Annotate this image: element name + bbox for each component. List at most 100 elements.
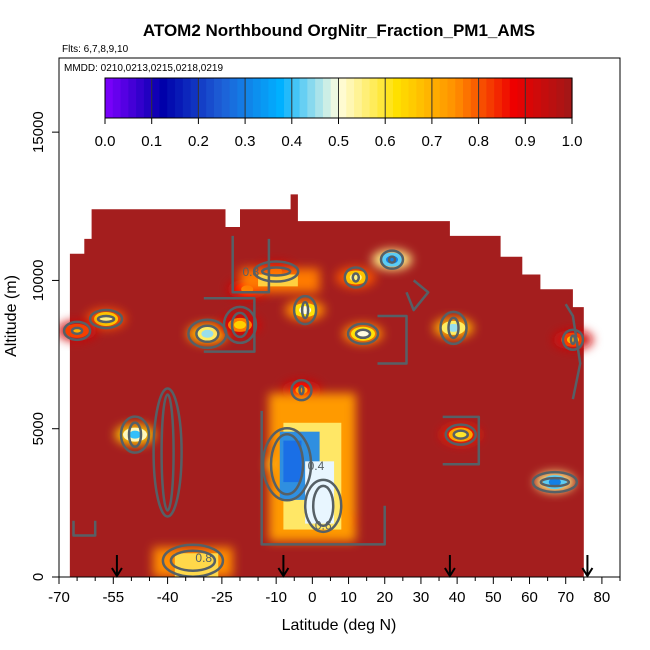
colorbar-segment — [276, 78, 285, 118]
contour-line — [260, 410, 386, 546]
colorbar-segment — [548, 78, 558, 118]
contour-line — [569, 334, 577, 345]
colorbar-segment — [470, 78, 480, 118]
colorbar-segment — [175, 78, 184, 118]
colorbar-segment — [400, 78, 410, 118]
dates-label: MMDD: 0210,0213,0215,0218,0219 — [64, 63, 223, 74]
colorbar-segment — [564, 78, 573, 118]
y-tick-label: 10000 — [30, 260, 47, 302]
colorbar-segment — [136, 78, 145, 118]
colorbar-segment — [198, 78, 207, 118]
y-tick-label: 5000 — [30, 412, 47, 445]
feature-patch — [219, 314, 260, 335]
profile-arrow — [111, 555, 123, 578]
contour-line — [269, 433, 305, 496]
colorbar-segment — [540, 78, 550, 118]
contour-line — [303, 478, 343, 534]
contour-line — [564, 303, 582, 400]
y-tick-label: 15000 — [30, 111, 47, 153]
colorbar-tick-label: 1.0 — [562, 133, 583, 150]
colorbar-segment — [268, 78, 277, 118]
contour-line — [88, 308, 124, 330]
profile-markers — [111, 555, 594, 578]
contour-layer: 0.8 0.6 0.4 0.8 — [62, 235, 585, 577]
profile-arrow — [581, 555, 594, 578]
contour-line — [354, 328, 372, 340]
contour-line — [62, 320, 92, 342]
y-axis-label: Altitude (m) — [3, 275, 20, 357]
colorbar-segment — [439, 78, 449, 118]
contour-line — [387, 255, 397, 264]
colorbar-segment — [455, 78, 464, 118]
colorbar-segment — [486, 78, 495, 118]
contour-line — [442, 415, 481, 466]
data-field — [69, 194, 584, 577]
contour-label: 0.8 — [195, 551, 212, 565]
x-tick-label: 10 — [340, 589, 357, 606]
colorbar-segment — [182, 78, 192, 118]
colorbar-segment — [260, 78, 270, 118]
x-tick-label: 60 — [521, 589, 538, 606]
contour-line — [195, 324, 220, 344]
x-tick-label: 30 — [413, 589, 430, 606]
colorbar-segment — [369, 78, 379, 118]
axes: -70 -55 -40 -25 -10 0 10 20 30 40 50 60 70 80 0 5000 100… — [30, 111, 621, 606]
colorbar-segment — [533, 78, 542, 118]
colorbar-segment — [112, 78, 122, 118]
colorbar-segment — [151, 78, 161, 118]
contour-line — [152, 387, 183, 518]
feature-patch — [371, 249, 412, 270]
x-tick-label: 80 — [594, 589, 611, 606]
contour-line — [447, 316, 460, 340]
colorbar-segment — [424, 78, 433, 118]
profile-arrow — [277, 555, 290, 578]
colorbar-segment — [190, 78, 199, 118]
x-tick-label: -25 — [211, 589, 233, 606]
colorbar-segment — [408, 78, 417, 118]
colorbar-segment — [120, 78, 129, 118]
colorbar-segment — [322, 78, 332, 118]
contour-line — [292, 294, 318, 326]
colorbar-segment — [517, 78, 526, 118]
colorbar-segment — [385, 78, 394, 118]
contour-line — [346, 322, 380, 346]
contour-line — [405, 279, 430, 312]
contour-line — [70, 326, 84, 336]
colorbar-segment — [392, 78, 402, 118]
contour-label: 0.4 — [308, 459, 325, 473]
colorbar-segment — [556, 78, 565, 118]
colorbar-segment — [494, 78, 503, 118]
contour-line — [127, 421, 143, 448]
contour-line — [72, 520, 97, 537]
x-tick-label: 40 — [449, 589, 466, 606]
colorbar-segment — [416, 78, 425, 118]
contour-line — [379, 249, 405, 270]
contour-line — [343, 266, 369, 289]
colorbar-segment — [284, 78, 293, 118]
x-tick-label: -40 — [157, 589, 179, 606]
x-tick-label: 50 — [485, 589, 502, 606]
colorbar-segment — [105, 78, 114, 118]
colorbar-tick-label: 0.9 — [515, 133, 536, 150]
colorbar-segment — [478, 78, 487, 118]
contour-line — [452, 429, 469, 440]
colorbar-segment — [159, 78, 168, 118]
contour-line — [230, 311, 250, 339]
plot-frame — [58, 57, 621, 578]
contour-line — [290, 378, 313, 402]
x-tick-label: -55 — [102, 589, 124, 606]
contour-line — [222, 305, 258, 345]
colorbar-segment — [143, 78, 153, 118]
contour-line — [439, 310, 468, 346]
x-tick-label: -10 — [265, 589, 287, 606]
colorbar-segment — [447, 78, 456, 118]
contour-line — [261, 427, 313, 502]
contour-line — [169, 549, 217, 572]
colorbar-segment — [463, 78, 472, 118]
colorbar-segment — [361, 78, 371, 118]
colorbar-segment — [252, 78, 262, 118]
contour-line — [561, 328, 585, 351]
contour-label: 0.6 — [315, 519, 332, 533]
flights-label: Flts: 6,7,8,9,10 — [62, 44, 129, 55]
